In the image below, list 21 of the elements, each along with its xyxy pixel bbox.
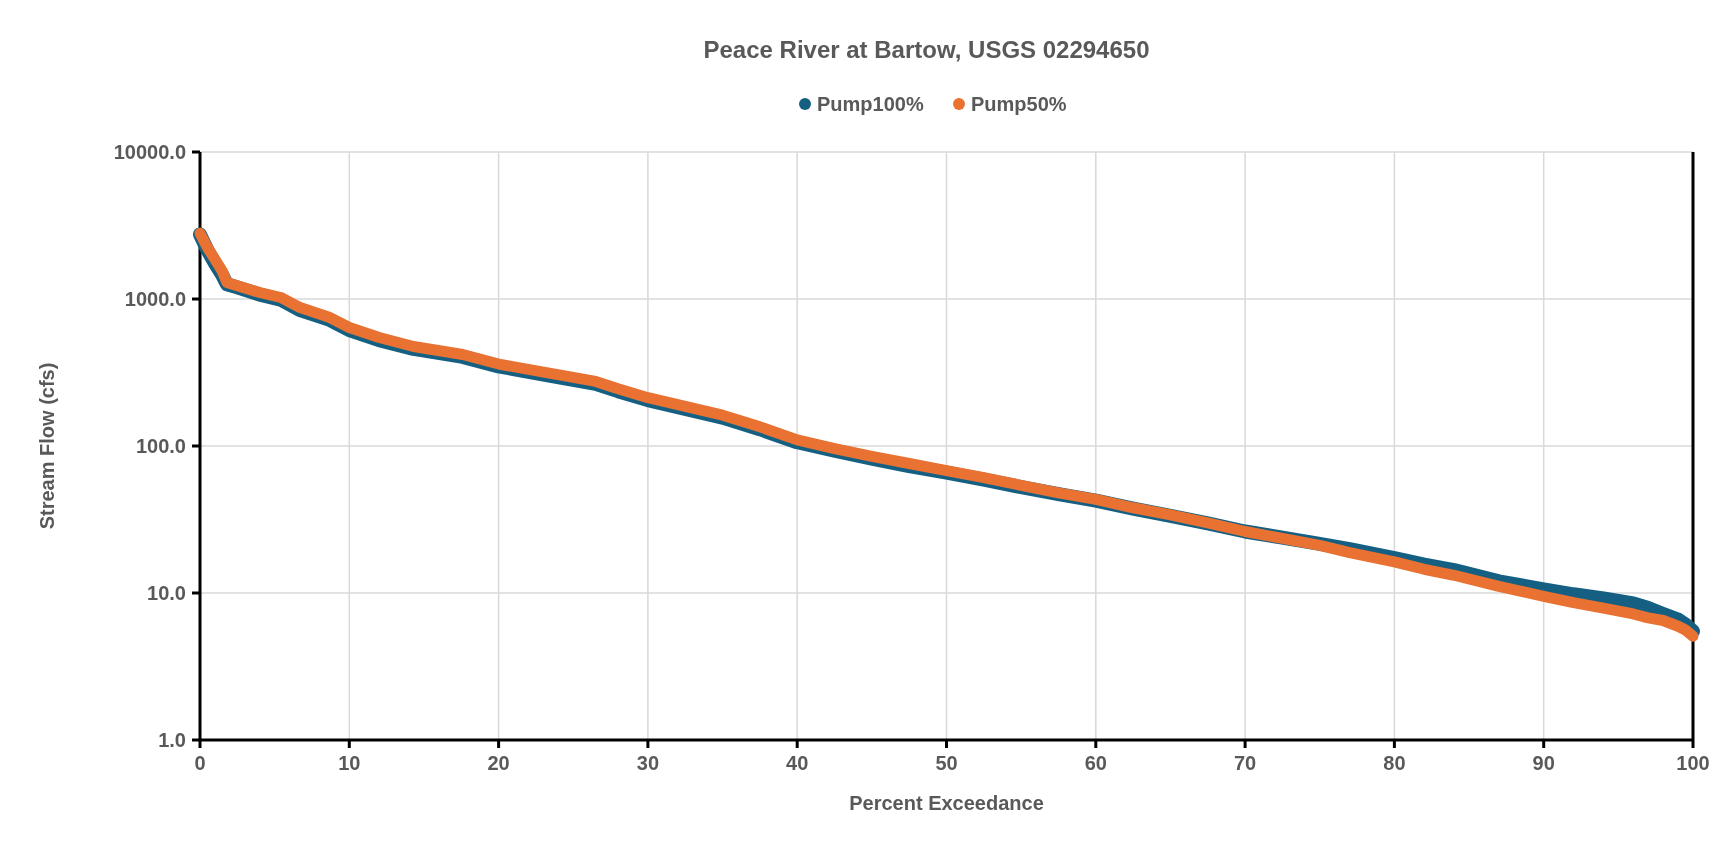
chart-title: Peace River at Bartow, USGS 02294650	[703, 36, 1150, 63]
y-tick-label: 100.0	[135, 435, 186, 457]
y-tick-label: 10000.0	[113, 141, 186, 163]
y-tick-label: 10.0	[147, 582, 186, 604]
y-tick-label: 1000.0	[124, 288, 186, 310]
legend-label: Pump50%	[971, 93, 1067, 115]
x-tick-label: 50	[935, 752, 958, 774]
x-tick-label: 40	[786, 752, 809, 774]
y-axis-title: Stream Flow (cfs)	[36, 362, 58, 530]
x-tick-label: 100	[1676, 752, 1710, 774]
x-axis-title: Percent Exceedance	[849, 792, 1044, 814]
x-tick-label: 60	[1084, 752, 1107, 774]
y-tick-label: 1.0	[158, 729, 186, 751]
x-tick-label: 30	[636, 752, 660, 774]
x-tick-label: 0	[194, 752, 206, 774]
x-tick-label: 20	[487, 752, 510, 774]
x-tick-label: 90	[1532, 752, 1555, 774]
x-tick-label: 80	[1383, 752, 1406, 774]
x-tick-label: 10	[338, 752, 361, 774]
legend-label: Pump100%	[817, 93, 924, 115]
x-tick-label: 70	[1233, 752, 1257, 774]
